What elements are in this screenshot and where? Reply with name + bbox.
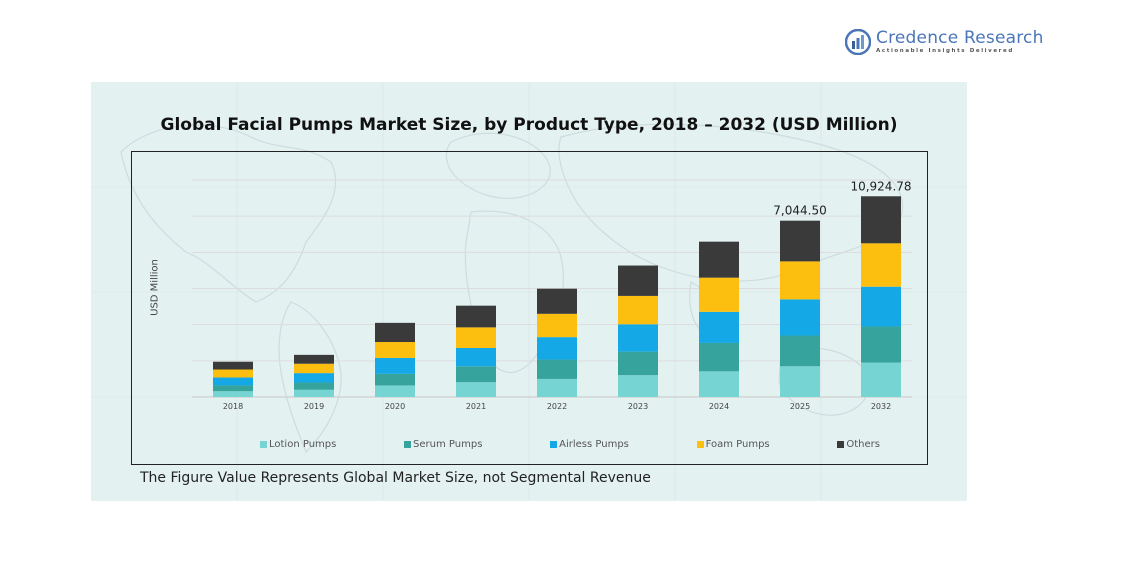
bar-segment-others-2025 xyxy=(780,220,820,262)
bar-segment-others-2022 xyxy=(537,288,577,314)
bar-segment-lotion-pumps-2023 xyxy=(618,375,658,397)
bar-segment-serum-pumps-2024 xyxy=(699,342,739,372)
bar-segment-lotion-pumps-2018 xyxy=(213,391,253,397)
legend-label: Airless Pumps xyxy=(559,438,629,450)
legend-label: Serum Pumps xyxy=(413,438,483,450)
bar-segment-serum-pumps-2020 xyxy=(375,373,415,386)
bar-segment-foam-pumps-2021 xyxy=(456,327,496,348)
legend-swatch xyxy=(837,440,845,448)
legend-swatch xyxy=(696,440,704,448)
bar-segment-foam-pumps-2032 xyxy=(861,243,901,287)
x-tick-label-2032: 2032 xyxy=(871,402,891,411)
chart-title: Global Facial Pumps Market Size, by Prod… xyxy=(160,115,898,135)
bar-segment-airless-pumps-2032 xyxy=(861,286,901,327)
bar-segment-serum-pumps-2032 xyxy=(861,326,901,363)
bar-segment-others-2018 xyxy=(213,361,253,370)
bar-segment-lotion-pumps-2020 xyxy=(375,385,415,397)
y-axis-label: USD Million xyxy=(149,259,161,316)
bar-segment-lotion-pumps-2022 xyxy=(537,378,577,397)
chart-panel: Global Facial Pumps Market Size, by Prod… xyxy=(91,82,967,501)
bar-segment-lotion-pumps-2024 xyxy=(699,371,739,397)
plot-frame: 2018 2019 2020 2021 2022 2023 2024 2025 2032 7,04… xyxy=(131,151,928,465)
x-tick-label-2022: 2022 xyxy=(547,402,567,411)
bar-segment-airless-pumps-2022 xyxy=(537,337,577,360)
x-tick-label-2021: 2021 xyxy=(466,402,486,411)
x-tick-label-2020: 2020 xyxy=(385,402,405,411)
legend-item-lotion-pumps: Lotion Pumps xyxy=(260,437,336,451)
bar-segment-foam-pumps-2020 xyxy=(375,342,415,358)
bar-segment-airless-pumps-2025 xyxy=(780,299,820,336)
legend-swatch xyxy=(550,440,558,448)
legend-label: Foam Pumps xyxy=(705,438,770,450)
bar-segment-foam-pumps-2018 xyxy=(213,369,253,378)
chart-legend: Lotion Pumps Serum Pumps Airless Pumps F… xyxy=(260,437,880,451)
bar-segment-others-2024 xyxy=(699,241,739,278)
bar-segment-lotion-pumps-2021 xyxy=(456,382,496,397)
data-label-2032: 10,924.78 xyxy=(850,179,911,193)
bar-segment-serum-pumps-2021 xyxy=(456,366,496,383)
bar-segment-airless-pumps-2020 xyxy=(375,357,415,374)
legend-swatch xyxy=(404,440,412,448)
bar-segment-airless-pumps-2019 xyxy=(294,373,334,383)
bar-segment-foam-pumps-2024 xyxy=(699,277,739,312)
credence-chart-logo-icon xyxy=(845,29,871,55)
legend-item-airless-pumps: Airless Pumps xyxy=(550,437,629,451)
footnote: The Figure Value Represents Global Marke… xyxy=(140,470,651,486)
bar-segment-others-2019 xyxy=(294,354,334,364)
bar-segment-serum-pumps-2019 xyxy=(294,382,334,390)
bar-segment-foam-pumps-2022 xyxy=(537,313,577,338)
legend-item-serum-pumps: Serum Pumps xyxy=(404,437,482,451)
brand-name: Credence Research xyxy=(876,27,1044,48)
bar-segment-others-2023 xyxy=(618,265,658,296)
bar-segment-lotion-pumps-2019 xyxy=(294,389,334,397)
bar-segment-serum-pumps-2023 xyxy=(618,351,658,376)
bar-segment-airless-pumps-2018 xyxy=(213,377,253,386)
bar-segment-others-2020 xyxy=(375,322,415,343)
legend-label: Lotion Pumps xyxy=(269,438,337,450)
stacked-bar-chart: 2018 2019 2020 2021 2022 2023 2024 2025 2032 7,04… xyxy=(192,179,912,411)
brand-header: Credence Research Actionable Insights De… xyxy=(845,29,1044,55)
bar-segment-serum-pumps-2025 xyxy=(780,335,820,367)
bar-segment-lotion-pumps-2032 xyxy=(861,362,901,397)
x-tick-label-2019: 2019 xyxy=(304,402,324,411)
brand-tagline: Actionable Insights Delivered xyxy=(876,47,1014,54)
x-tick-label-2025: 2025 xyxy=(790,402,810,411)
bar-segment-serum-pumps-2018 xyxy=(213,385,253,392)
legend-item-others: Others xyxy=(837,437,880,451)
legend-swatch xyxy=(260,440,267,448)
legend-item-foam-pumps: Foam Pumps xyxy=(696,437,770,451)
bar-segment-others-2032 xyxy=(861,196,901,244)
x-tick-label-2024: 2024 xyxy=(709,402,729,411)
bar-segment-airless-pumps-2021 xyxy=(456,347,496,367)
legend-label: Others xyxy=(846,438,880,450)
bar-segment-airless-pumps-2023 xyxy=(618,324,658,352)
bar-segment-serum-pumps-2022 xyxy=(537,359,577,379)
bar-segment-lotion-pumps-2025 xyxy=(780,366,820,397)
bar-segment-foam-pumps-2025 xyxy=(780,261,820,300)
data-label-2025: 7,044.50 xyxy=(773,204,826,218)
bar-segment-others-2021 xyxy=(456,305,496,328)
bar-segment-foam-pumps-2019 xyxy=(294,363,334,374)
bar-segment-airless-pumps-2024 xyxy=(699,311,739,343)
bar-segment-foam-pumps-2023 xyxy=(618,295,658,325)
x-tick-label-2018: 2018 xyxy=(223,402,243,411)
x-tick-label-2023: 2023 xyxy=(628,402,648,411)
